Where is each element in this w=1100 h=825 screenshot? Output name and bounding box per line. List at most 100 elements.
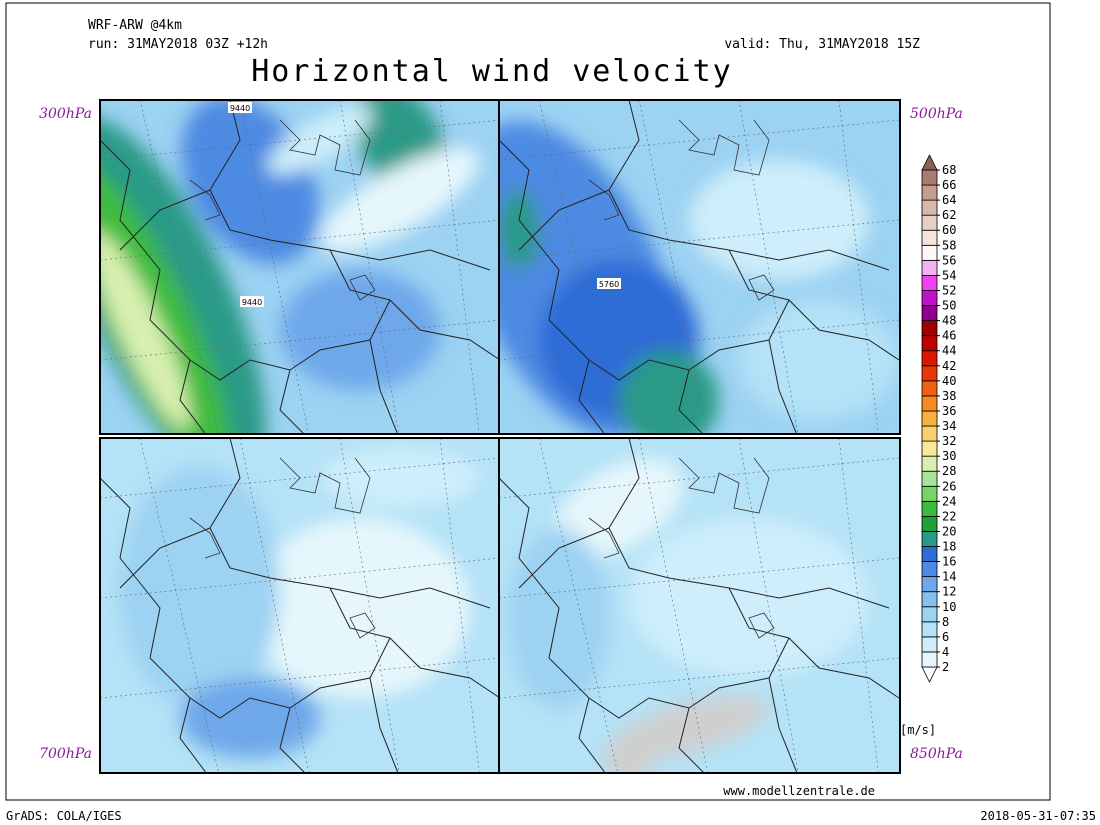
colorbar-tick-label: 66 bbox=[942, 178, 956, 192]
colorbar-segment bbox=[921, 576, 938, 593]
map-panel bbox=[100, 438, 499, 773]
colorbar-tick-label: 54 bbox=[942, 268, 956, 282]
wind-area bbox=[499, 190, 539, 270]
colorbar-segment bbox=[921, 244, 938, 261]
colorbar-segment bbox=[921, 561, 938, 578]
colorbar-tick-label: 40 bbox=[942, 374, 956, 388]
colorbar-tick-label: 48 bbox=[942, 314, 956, 328]
panel-label: 700hPa bbox=[39, 746, 92, 762]
colorbar-segment bbox=[921, 606, 938, 623]
contour-label-box bbox=[228, 102, 252, 113]
wind-area bbox=[689, 160, 869, 280]
colorbar-segment bbox=[921, 290, 938, 306]
colorbar-tick-label: 18 bbox=[942, 540, 956, 554]
contour-label: 9440 bbox=[230, 104, 250, 113]
colorbar-segment bbox=[921, 275, 938, 291]
colorbar-high-triangle bbox=[921, 154, 938, 171]
colorbar-segment bbox=[921, 591, 938, 608]
map-panel: 9440 9440 bbox=[100, 100, 499, 434]
website: www.modellzentrale.de bbox=[723, 784, 875, 798]
wind-area bbox=[100, 229, 191, 431]
colorbar-tick-label: 2 bbox=[942, 660, 949, 674]
contour-label: 9440 bbox=[242, 298, 262, 307]
colorbar-tick-label: 28 bbox=[942, 464, 956, 478]
wind-area bbox=[250, 518, 470, 698]
wind-area bbox=[181, 100, 319, 264]
colorbar-tick-label: 34 bbox=[942, 419, 956, 433]
wind-area bbox=[180, 678, 320, 758]
wind-area bbox=[611, 696, 767, 760]
wind-area bbox=[320, 448, 480, 508]
colorbar-tick-label: 52 bbox=[942, 283, 956, 297]
contour-label-box bbox=[240, 296, 264, 307]
colorbar-tick-label: 22 bbox=[942, 509, 956, 523]
colorbar-tick-label: 64 bbox=[942, 193, 956, 207]
colorbar-tick-label: 46 bbox=[942, 329, 956, 343]
colorbar-tick-label: 32 bbox=[942, 434, 956, 448]
colorbar-segment bbox=[921, 365, 938, 382]
panel-label: 300hPa bbox=[39, 106, 92, 122]
wind-area bbox=[267, 105, 373, 175]
colorbar-tick-label: 10 bbox=[942, 600, 956, 614]
colorbar-tick-label: 44 bbox=[942, 344, 956, 358]
wind-area bbox=[604, 733, 654, 773]
colorbar-segment bbox=[921, 651, 938, 668]
map-panel: 5760 bbox=[499, 100, 900, 434]
colorbar-segment bbox=[921, 380, 938, 397]
colorbar-tick-label: 16 bbox=[942, 555, 956, 569]
colorbar-segment bbox=[921, 485, 938, 502]
wind-area bbox=[555, 458, 683, 558]
colorbar-segment bbox=[921, 395, 938, 412]
contour-label: 5760 bbox=[599, 280, 619, 289]
colorbar-segment bbox=[921, 440, 938, 457]
wind-area bbox=[629, 518, 869, 678]
software: GrADS: COLA/IGES bbox=[6, 809, 122, 823]
panel-border bbox=[498, 99, 901, 435]
model: WRF-ARW @4km bbox=[88, 18, 182, 33]
panel-label: 850hPa bbox=[910, 746, 963, 762]
colorbar: 2468101214161820222426283032343638404244… bbox=[921, 154, 956, 683]
map-panel bbox=[499, 438, 900, 773]
colorbar-tick-label: 42 bbox=[942, 359, 956, 373]
colorbar-tick-label: 12 bbox=[942, 585, 956, 599]
colorbar-tick-label: 38 bbox=[942, 389, 956, 403]
colorbar-tick-label: 26 bbox=[942, 479, 956, 493]
colorbar-segment bbox=[921, 320, 938, 337]
run: run: 31MAY2018 03Z +12h bbox=[88, 37, 268, 52]
colorbar-tick-label: 58 bbox=[942, 238, 956, 252]
colorbar-tick-label: 4 bbox=[942, 645, 949, 659]
colorbar-segment bbox=[921, 350, 938, 367]
colorbar-segment bbox=[921, 546, 938, 562]
panels: 9440 9440 300hPa 5760 500hPa 700hPa 850hPa bbox=[39, 99, 963, 774]
colorbar-segment bbox=[921, 636, 938, 653]
colorbar-segment bbox=[921, 515, 938, 532]
colorbar-tick-label: 14 bbox=[942, 570, 956, 584]
colorbar-tick-label: 56 bbox=[942, 253, 956, 267]
colorbar-segment bbox=[921, 621, 938, 638]
colorbar-tick-label: 30 bbox=[942, 449, 956, 463]
panel-label: 500hPa bbox=[910, 106, 963, 122]
unit: [m/s] bbox=[900, 723, 936, 737]
timestamp: 2018-05-31-07:35 bbox=[980, 809, 1096, 823]
wind-area bbox=[739, 300, 899, 420]
colorbar-tick-label: 6 bbox=[942, 630, 949, 644]
wind-area bbox=[280, 270, 440, 390]
colorbar-segment bbox=[921, 531, 938, 547]
contour-label-box bbox=[597, 278, 621, 289]
panel-border bbox=[498, 437, 901, 774]
colorbar-tick-label: 62 bbox=[942, 208, 956, 222]
wind-area bbox=[619, 350, 719, 434]
colorbar-segment bbox=[921, 199, 938, 216]
colorbar-tick-label: 20 bbox=[942, 524, 956, 538]
colorbar-tick-label: 24 bbox=[942, 494, 956, 508]
colorbar-segment bbox=[921, 455, 938, 472]
colorbar-segment bbox=[921, 470, 938, 487]
title: Horizontal wind velocity bbox=[251, 54, 732, 89]
wind-field bbox=[499, 121, 899, 434]
colorbar-segment bbox=[921, 214, 938, 231]
colorbar-segment bbox=[921, 229, 938, 246]
colorbar-tick-label: 50 bbox=[942, 299, 956, 313]
colorbar-segment bbox=[921, 259, 938, 276]
